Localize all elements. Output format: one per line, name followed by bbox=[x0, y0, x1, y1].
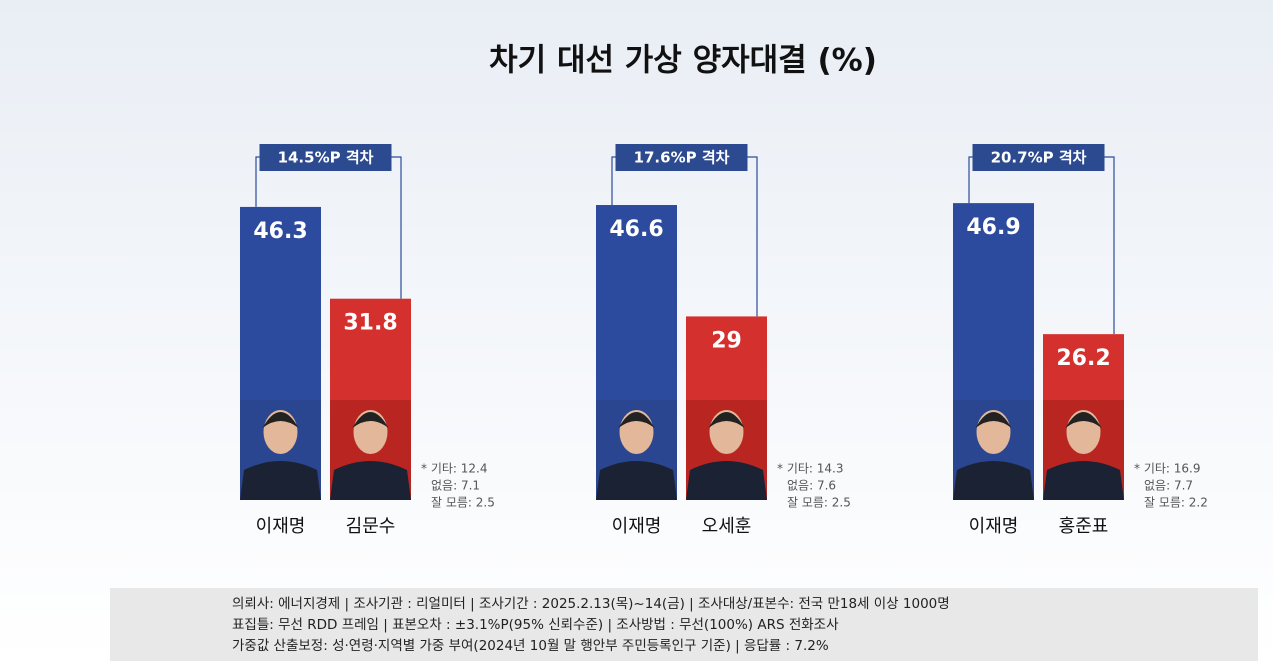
note: 잘 모름: 2.2 bbox=[1144, 496, 1208, 510]
gap-label: 14.5%P 격차 bbox=[278, 149, 374, 167]
footer-line: 가중값 산출보정: 성·연령·지역별 가중 부여(2024년 10월 말 행안부… bbox=[232, 638, 829, 654]
value-label: 29 bbox=[711, 328, 742, 353]
portrait-hair bbox=[618, 412, 655, 428]
portrait-suit bbox=[330, 461, 411, 500]
note: * 기타: 12.4 bbox=[421, 462, 487, 476]
chart-title: 차기 대선 가상 양자대결 (%) bbox=[489, 43, 877, 79]
category-label: 홍준표 bbox=[1059, 516, 1109, 537]
footer-line: 표집틀: 무선 RDD 프레임 | 표본오차 : ±3.1%P(95% 신뢰수준… bbox=[232, 617, 839, 633]
note: 잘 모름: 2.5 bbox=[431, 496, 495, 510]
footer-box bbox=[110, 588, 1258, 661]
note: 없음: 7.1 bbox=[431, 479, 480, 493]
note: 잘 모름: 2.5 bbox=[787, 496, 851, 510]
category-label: 이재명 bbox=[612, 516, 662, 537]
footer-line: 의뢰사: 에너지경제 | 조사기관 : 리얼미터 | 조사기간 : 2025.2… bbox=[232, 596, 950, 612]
value-label: 31.8 bbox=[343, 311, 397, 336]
gap-label: 17.6%P 격차 bbox=[634, 149, 730, 167]
portrait-hair bbox=[708, 412, 745, 428]
portrait-suit bbox=[686, 461, 767, 500]
note: 없음: 7.7 bbox=[1144, 479, 1193, 493]
portrait-suit bbox=[596, 461, 677, 500]
portrait-suit bbox=[240, 461, 321, 500]
value-label: 46.6 bbox=[609, 217, 663, 242]
note: 없음: 7.6 bbox=[787, 479, 836, 493]
portrait-hair bbox=[352, 412, 389, 428]
gap-label: 20.7%P 격차 bbox=[991, 149, 1087, 167]
category-label: 이재명 bbox=[969, 516, 1019, 537]
category-label: 김문수 bbox=[346, 516, 396, 537]
gap-label-box bbox=[259, 144, 392, 171]
value-label: 46.3 bbox=[253, 219, 307, 244]
portrait-hair bbox=[975, 412, 1012, 428]
portrait-suit bbox=[953, 461, 1034, 500]
value-label: 46.9 bbox=[966, 215, 1020, 240]
portrait-hair bbox=[262, 412, 299, 428]
gap-label-box bbox=[972, 144, 1105, 171]
category-label: 이재명 bbox=[256, 516, 306, 537]
value-label: 26.2 bbox=[1056, 346, 1110, 371]
note: * 기타: 16.9 bbox=[1134, 462, 1200, 476]
gap-label-box bbox=[615, 144, 748, 171]
category-label: 오세훈 bbox=[702, 516, 752, 537]
portrait-hair bbox=[1065, 412, 1102, 428]
portrait-suit bbox=[1043, 461, 1124, 500]
note: * 기타: 14.3 bbox=[777, 462, 843, 476]
